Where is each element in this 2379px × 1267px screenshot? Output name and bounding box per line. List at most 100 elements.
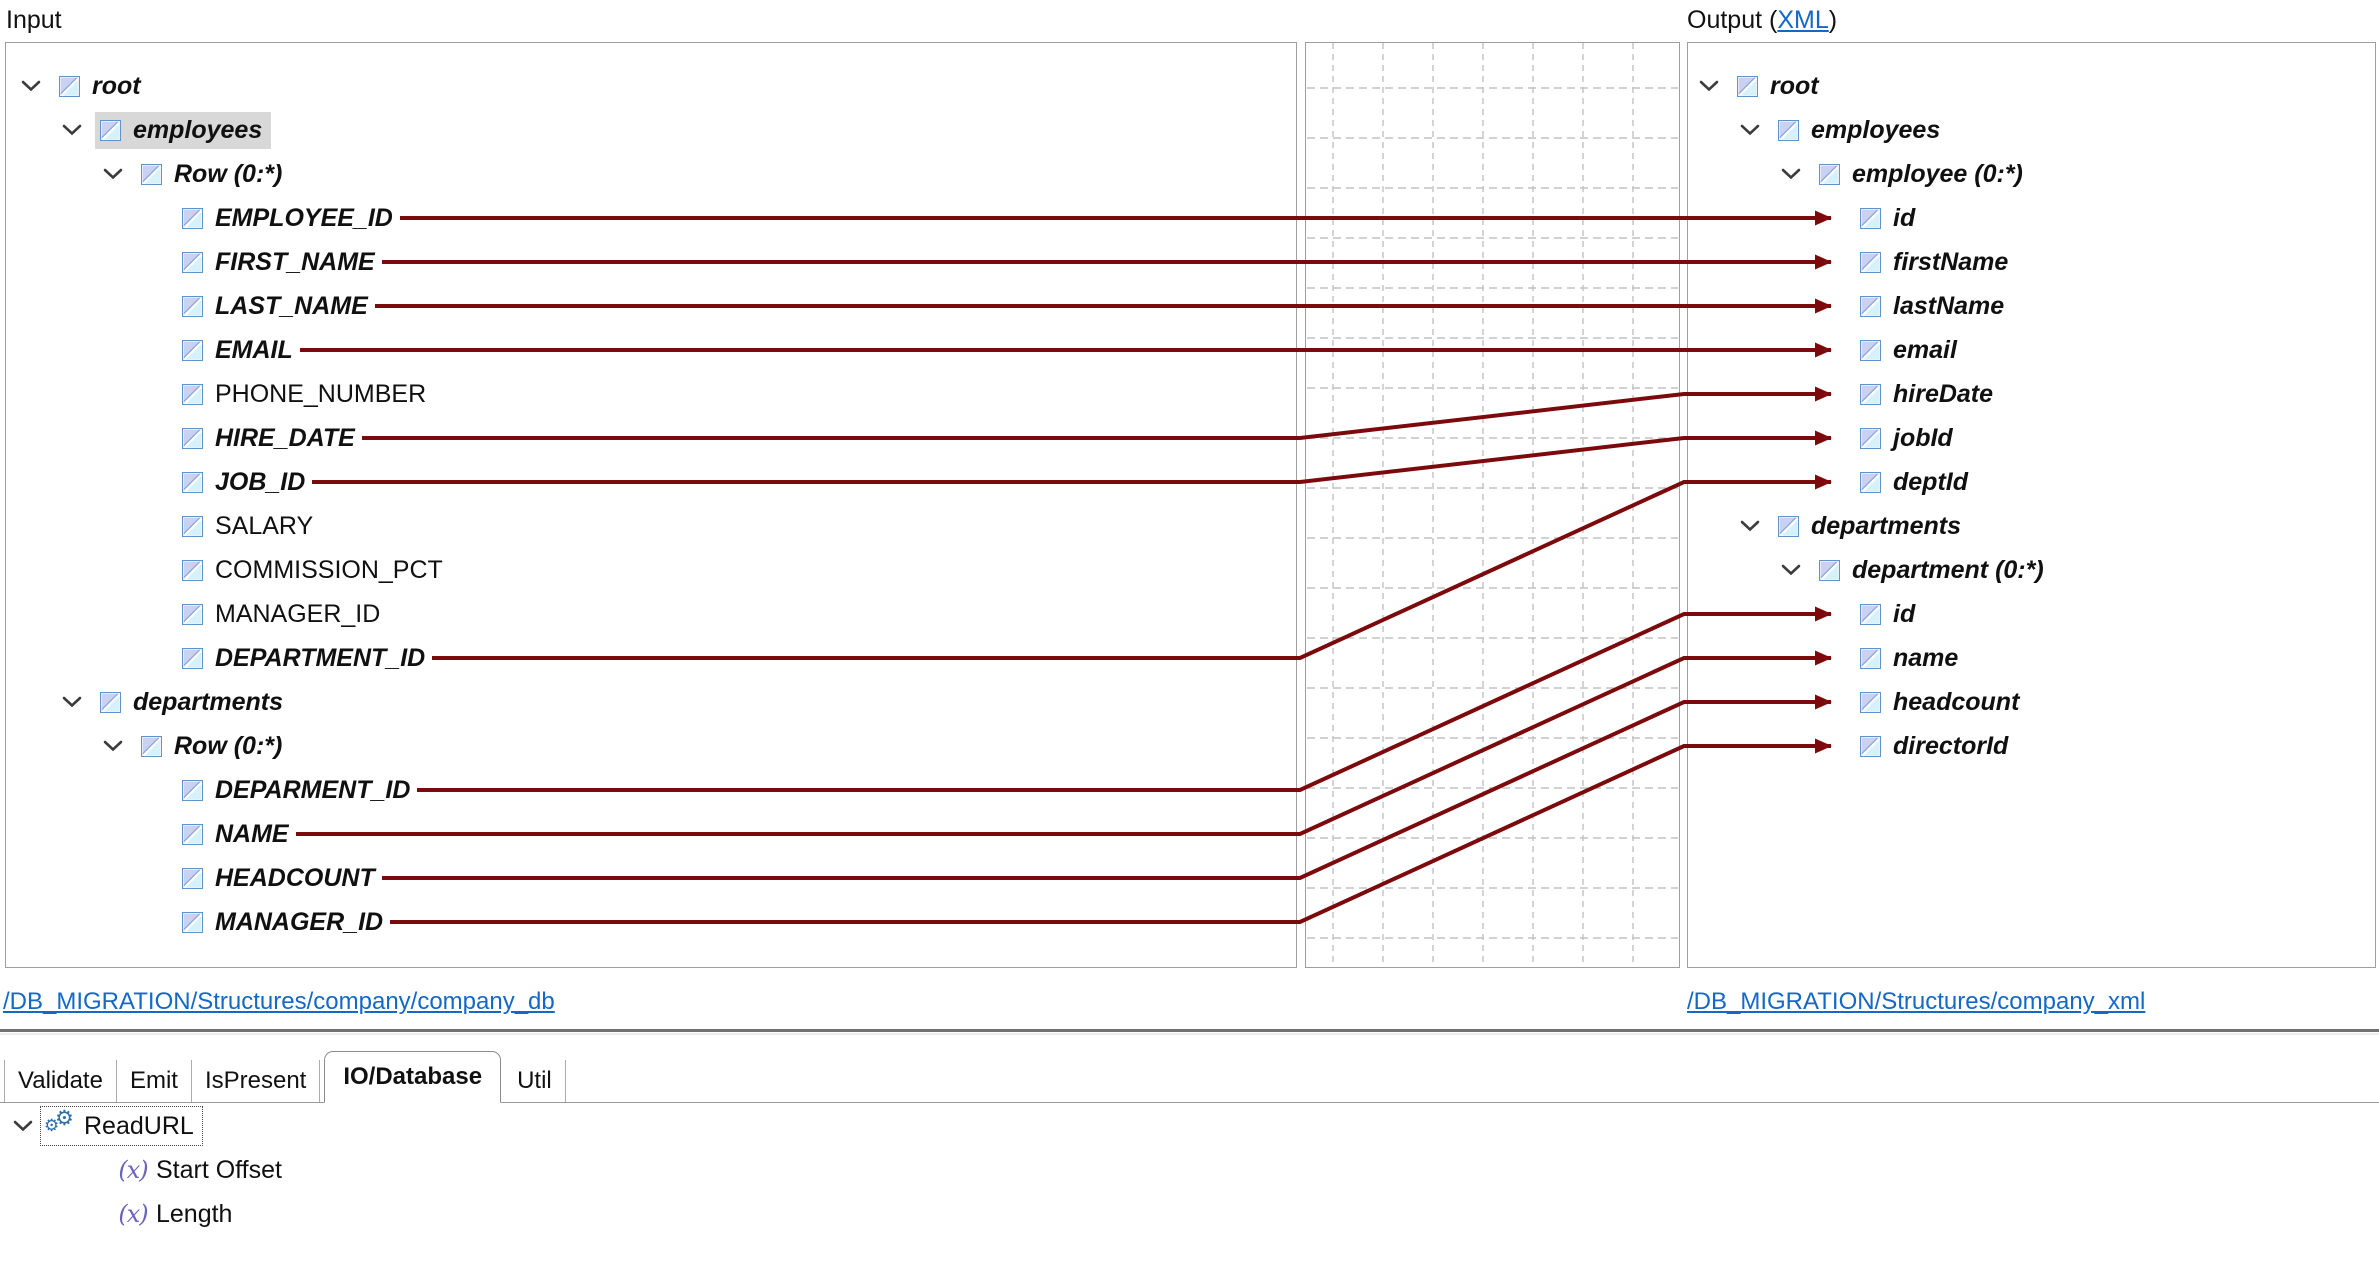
tab-emit[interactable]: Emit bbox=[117, 1060, 192, 1102]
left-row-phone-number[interactable]: PHONE_NUMBER bbox=[6, 372, 1296, 416]
right-row-name[interactable]: name bbox=[1688, 636, 2375, 680]
xml-node-icon bbox=[182, 559, 203, 581]
left-row-headcount[interactable]: HEADCOUNT bbox=[6, 856, 1296, 900]
left-row-job-id[interactable]: JOB_ID bbox=[6, 460, 1296, 504]
function-library-tabs: Validate Emit IsPresent IO/Database Util bbox=[0, 1051, 2379, 1103]
node-label: id bbox=[1893, 203, 1916, 232]
chevron-down-icon[interactable] bbox=[1780, 564, 1802, 576]
output-xml-link[interactable]: XML bbox=[1777, 6, 1829, 34]
node-label: lastName bbox=[1893, 291, 2005, 320]
xml-node-icon bbox=[1778, 515, 1799, 537]
chevron-down-icon[interactable] bbox=[102, 740, 124, 752]
left-row-employee-id[interactable]: EMPLOYEE_ID bbox=[6, 196, 1296, 240]
left-row-deparment-id[interactable]: DEPARMENT_ID bbox=[6, 768, 1296, 812]
chevron-down-icon[interactable] bbox=[1780, 168, 1802, 180]
node-label: MANAGER_ID bbox=[215, 599, 381, 628]
node-label: NAME bbox=[215, 819, 289, 848]
node-label: HEADCOUNT bbox=[215, 863, 375, 892]
node-label: directorId bbox=[1893, 731, 2009, 760]
right-row-lastname[interactable]: lastName bbox=[1688, 284, 2375, 328]
node-label: departments bbox=[1811, 511, 1962, 540]
input-tree: root employees Row (0:*) EMPLOYEE_ID FIRST_N… bbox=[6, 64, 1296, 944]
node-wrap: DEPARTMENT_ID bbox=[177, 640, 434, 677]
left-row-salary[interactable]: SALARY bbox=[6, 504, 1296, 548]
left-row-row-0-[interactable]: Row (0:*) bbox=[6, 152, 1296, 196]
xml-node-icon bbox=[1860, 339, 1881, 361]
xml-node-icon bbox=[1819, 559, 1840, 581]
right-row-deptid[interactable]: deptId bbox=[1688, 460, 2375, 504]
function-param-row[interactable]: (x) Length bbox=[116, 1192, 232, 1236]
node-wrap: employee (0:*) bbox=[1814, 156, 2032, 193]
xml-node-icon bbox=[1860, 603, 1881, 625]
right-row-directorid[interactable]: directorId bbox=[1688, 724, 2375, 768]
right-row-id[interactable]: id bbox=[1688, 196, 2375, 240]
left-row-hire-date[interactable]: HIRE_DATE bbox=[6, 416, 1296, 460]
node-wrap: MANAGER_ID bbox=[177, 904, 392, 941]
chevron-down-icon[interactable] bbox=[102, 168, 124, 180]
right-row-headcount[interactable]: headcount bbox=[1688, 680, 2375, 724]
tab-util[interactable]: Util bbox=[504, 1060, 566, 1102]
node-label: COMMISSION_PCT bbox=[215, 555, 443, 584]
function-param-row[interactable]: (x) Start Offset bbox=[116, 1148, 282, 1192]
right-row-email[interactable]: email bbox=[1688, 328, 2375, 372]
left-row-commission-pct[interactable]: COMMISSION_PCT bbox=[6, 548, 1296, 592]
node-label: LAST_NAME bbox=[215, 291, 368, 320]
xml-node-icon bbox=[1860, 735, 1881, 757]
node-wrap: root bbox=[54, 68, 150, 105]
horizontal-divider bbox=[0, 1029, 2379, 1035]
left-row-last-name[interactable]: LAST_NAME bbox=[6, 284, 1296, 328]
left-row-departments[interactable]: departments bbox=[6, 680, 1296, 724]
left-row-employees[interactable]: employees bbox=[6, 108, 1296, 152]
chevron-down-icon[interactable] bbox=[12, 1120, 34, 1132]
output-title-suffix: ) bbox=[1828, 6, 1838, 34]
right-row-department-0-[interactable]: department (0:*) bbox=[1688, 548, 2375, 592]
xml-node-icon bbox=[1860, 295, 1881, 317]
right-row-root[interactable]: root bbox=[1688, 64, 2375, 108]
xml-node-icon bbox=[1778, 119, 1799, 141]
node-wrap: HEADCOUNT bbox=[177, 860, 384, 897]
xml-node-icon bbox=[59, 75, 80, 97]
right-row-jobid[interactable]: jobId bbox=[1688, 416, 2375, 460]
node-wrap: COMMISSION_PCT bbox=[177, 552, 452, 589]
chevron-down-icon[interactable] bbox=[1698, 80, 1720, 92]
node-wrap: Row (0:*) bbox=[136, 728, 291, 765]
left-row-email[interactable]: EMAIL bbox=[6, 328, 1296, 372]
right-row-firstname[interactable]: firstName bbox=[1688, 240, 2375, 284]
node-label: name bbox=[1893, 643, 1959, 672]
tab-io-database[interactable]: IO/Database bbox=[324, 1051, 502, 1103]
chevron-down-icon[interactable] bbox=[20, 80, 42, 92]
input-structure-link[interactable]: /DB_MIGRATION/Structures/company/company… bbox=[3, 988, 555, 1015]
right-row-hiredate[interactable]: hireDate bbox=[1688, 372, 2375, 416]
node-label: DEPARTMENT_ID bbox=[215, 643, 426, 672]
right-row-employee-0-[interactable]: employee (0:*) bbox=[1688, 152, 2375, 196]
chevron-down-icon[interactable] bbox=[1739, 124, 1761, 136]
chevron-down-icon[interactable] bbox=[1739, 520, 1761, 532]
right-row-employees[interactable]: employees bbox=[1688, 108, 2375, 152]
xml-node-icon bbox=[182, 383, 203, 405]
function-tree-row-readurl[interactable]: ⚙ ⚙ ReadURL bbox=[0, 1104, 203, 1148]
chevron-down-icon[interactable] bbox=[61, 696, 83, 708]
xml-node-icon bbox=[1860, 383, 1881, 405]
tab-validate[interactable]: Validate bbox=[4, 1060, 117, 1102]
right-row-id[interactable]: id bbox=[1688, 592, 2375, 636]
xml-node-icon bbox=[182, 867, 203, 889]
param-label: Length bbox=[156, 1199, 233, 1228]
left-row-first-name[interactable]: FIRST_NAME bbox=[6, 240, 1296, 284]
node-wrap: MANAGER_ID bbox=[177, 596, 389, 633]
chevron-down-icon[interactable] bbox=[61, 124, 83, 136]
output-structure-link[interactable]: /DB_MIGRATION/Structures/company_xml bbox=[1687, 988, 2146, 1015]
left-row-name[interactable]: NAME bbox=[6, 812, 1296, 856]
xml-node-icon bbox=[182, 339, 203, 361]
function-readurl-selection[interactable]: ⚙ ⚙ ReadURL bbox=[40, 1106, 203, 1146]
left-row-manager-id[interactable]: MANAGER_ID bbox=[6, 592, 1296, 636]
right-row-departments[interactable]: departments bbox=[1688, 504, 2375, 548]
left-row-root[interactable]: root bbox=[6, 64, 1296, 108]
node-wrap: employees bbox=[1773, 112, 1949, 149]
left-row-manager-id[interactable]: MANAGER_ID bbox=[6, 900, 1296, 944]
left-row-department-id[interactable]: DEPARTMENT_ID bbox=[6, 636, 1296, 680]
tab-ispresent[interactable]: IsPresent bbox=[192, 1060, 321, 1102]
node-label: PHONE_NUMBER bbox=[215, 379, 427, 408]
node-wrap: firstName bbox=[1855, 244, 2017, 281]
left-row-row-0-[interactable]: Row (0:*) bbox=[6, 724, 1296, 768]
